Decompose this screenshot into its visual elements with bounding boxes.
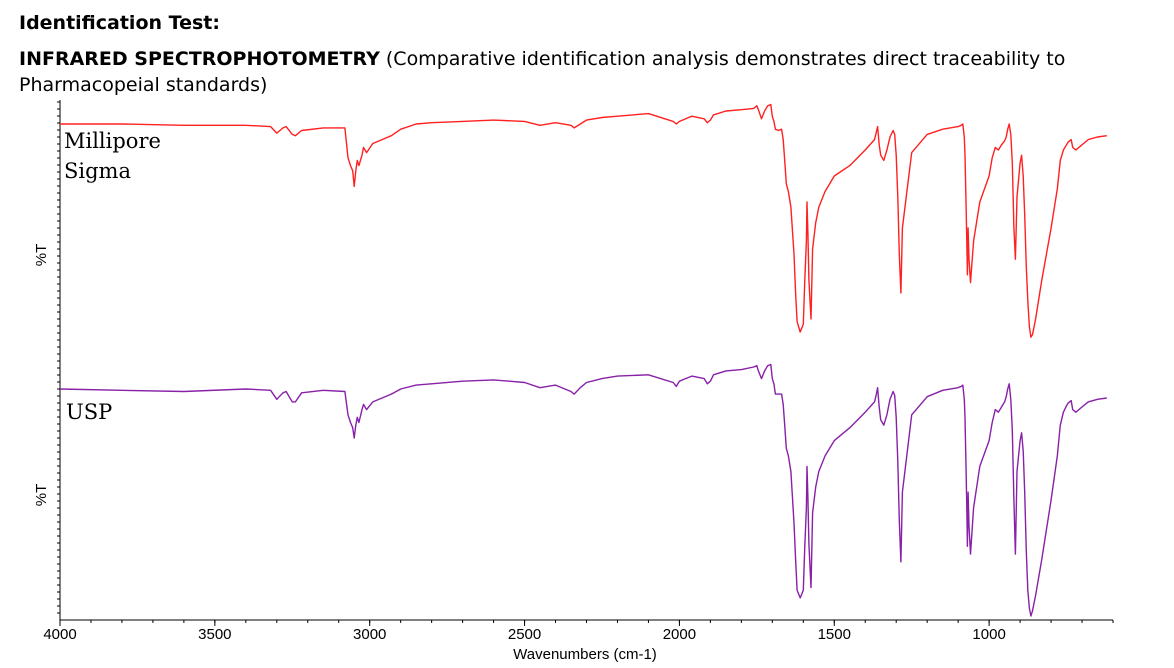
spectrum-panel-1: Millipore Sigma %T — [33, 103, 1107, 338]
x-tick-label: 3500 — [198, 626, 231, 643]
spectrum-panels: Millipore Sigma %T USP %T — [33, 100, 1107, 620]
section-heading: Identification Test: — [19, 12, 220, 34]
test-name: INFRARED SPECTROPHOTOMETRY — [19, 48, 380, 70]
spectrum-trace-1 — [60, 103, 1107, 338]
x-tick-label: 3000 — [353, 626, 386, 643]
test-note: (Comparative identification analysis dem… — [19, 48, 1066, 96]
x-tick-label: 2500 — [508, 626, 541, 643]
trace-label-1-line-1: Millipore — [64, 129, 161, 153]
test-description: INFRARED SPECTROPHOTOMETRY (Comparative … — [19, 46, 1169, 98]
y-axis-label-1: %T — [33, 244, 50, 267]
x-axis-title: Wavenumbers (cm-1) — [513, 646, 657, 663]
x-tick-label: 4000 — [43, 626, 76, 643]
x-tick-label: 1000 — [972, 626, 1005, 643]
x-axis: 4000 3500 3000 2500 2000 1500 1000 Wavenumbers … — [43, 619, 1114, 663]
spectrum-panel-2: USP %T — [33, 363, 1107, 617]
trace-label-1-line-2: Sigma — [64, 159, 131, 183]
trace-label-2-line-1: USP — [66, 400, 112, 424]
x-tick-label: 1500 — [818, 626, 851, 643]
spectrum-trace-2 — [59, 363, 1107, 617]
x-tick-label: 2000 — [663, 626, 696, 643]
y-axis-label-2: %T — [33, 484, 50, 507]
